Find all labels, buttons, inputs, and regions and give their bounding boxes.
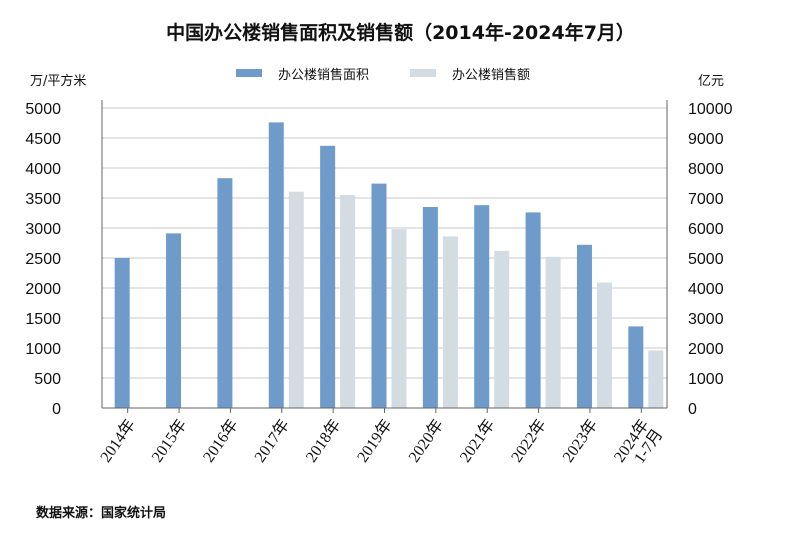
x-tick-label: 2022年	[508, 416, 550, 466]
legend-swatch-area	[236, 69, 262, 77]
bar-area-4	[320, 145, 336, 409]
right-tick-label: 1000	[688, 371, 724, 388]
bar-sales-3	[288, 191, 304, 408]
right-tick-label: 2000	[688, 341, 724, 358]
bar-sales-6	[442, 236, 458, 408]
x-tick-label: 2017年	[251, 416, 293, 466]
left-tick-label: 0	[52, 401, 61, 418]
bar-sales-8	[545, 256, 561, 408]
right-axis-unit: 亿元	[698, 74, 725, 89]
bar-area-10	[628, 326, 644, 408]
bar-area-9	[576, 244, 592, 408]
bar-sales-4	[340, 195, 356, 408]
left-axis-unit: 万/平方米	[30, 74, 87, 89]
left-tick-label: 3000	[25, 221, 61, 238]
x-tick-label: 2019年	[353, 416, 395, 466]
bar-sales-7	[494, 250, 510, 408]
x-tick-label: 2023年	[559, 416, 601, 466]
x-tick-label: 2020年	[405, 416, 447, 466]
right-tick-label: 3000	[688, 311, 724, 328]
right-tick-label: 0	[688, 401, 697, 418]
left-tick-label: 4000	[25, 161, 61, 178]
left-tick-label: 1500	[25, 311, 61, 328]
right-tick-label: 5000	[688, 251, 724, 268]
right-tick-label: 9000	[688, 131, 724, 148]
bar-sales-5	[391, 229, 407, 408]
legend-label-area: 办公楼销售面积	[278, 67, 370, 83]
x-tick-label: 2021年	[456, 416, 498, 466]
legend-item-sales: 办公楼销售额	[410, 64, 531, 83]
right-tick-label: 10000	[688, 101, 733, 118]
left-tick-label: 4500	[25, 131, 61, 148]
left-tick-label: 3500	[25, 191, 61, 208]
bar-area-0	[114, 258, 130, 408]
x-tick-label: 2018年	[302, 416, 344, 466]
legend-label-sales: 办公楼销售额	[452, 67, 531, 83]
right-tick-label: 6000	[688, 221, 724, 238]
left-tick-label: 2500	[25, 251, 61, 268]
bar-area-1	[166, 233, 182, 408]
bar-area-8	[525, 212, 541, 408]
left-tick-label: 1000	[25, 341, 61, 358]
bar-area-5	[371, 183, 387, 408]
x-tick-label: 2014年	[97, 416, 139, 466]
right-tick-label: 4000	[688, 281, 724, 298]
right-tick-label: 7000	[688, 191, 724, 208]
legend-swatch-sales	[410, 69, 436, 77]
x-tick-label: 2015年	[148, 416, 190, 466]
bar-area-6	[422, 207, 438, 408]
left-tick-label: 2000	[25, 281, 61, 298]
left-tick-label: 500	[34, 371, 61, 388]
x-tick-label: 2016年	[199, 416, 241, 466]
bar-area-2	[217, 178, 233, 408]
bar-sales-10	[648, 350, 664, 408]
bar-sales-9	[596, 282, 612, 408]
right-tick-label: 8000	[688, 161, 724, 178]
chart-title: 中国办公楼销售面积及销售额（2014年-2024年7月）	[166, 22, 635, 44]
bar-area-7	[474, 205, 490, 408]
source-note: 数据来源：国家统计局	[36, 506, 167, 521]
legend-item-area: 办公楼销售面积	[236, 64, 370, 83]
bar-area-3	[268, 122, 284, 409]
x-tick-label: 2024年1-7月	[610, 416, 666, 475]
left-tick-label: 5000	[25, 101, 61, 118]
